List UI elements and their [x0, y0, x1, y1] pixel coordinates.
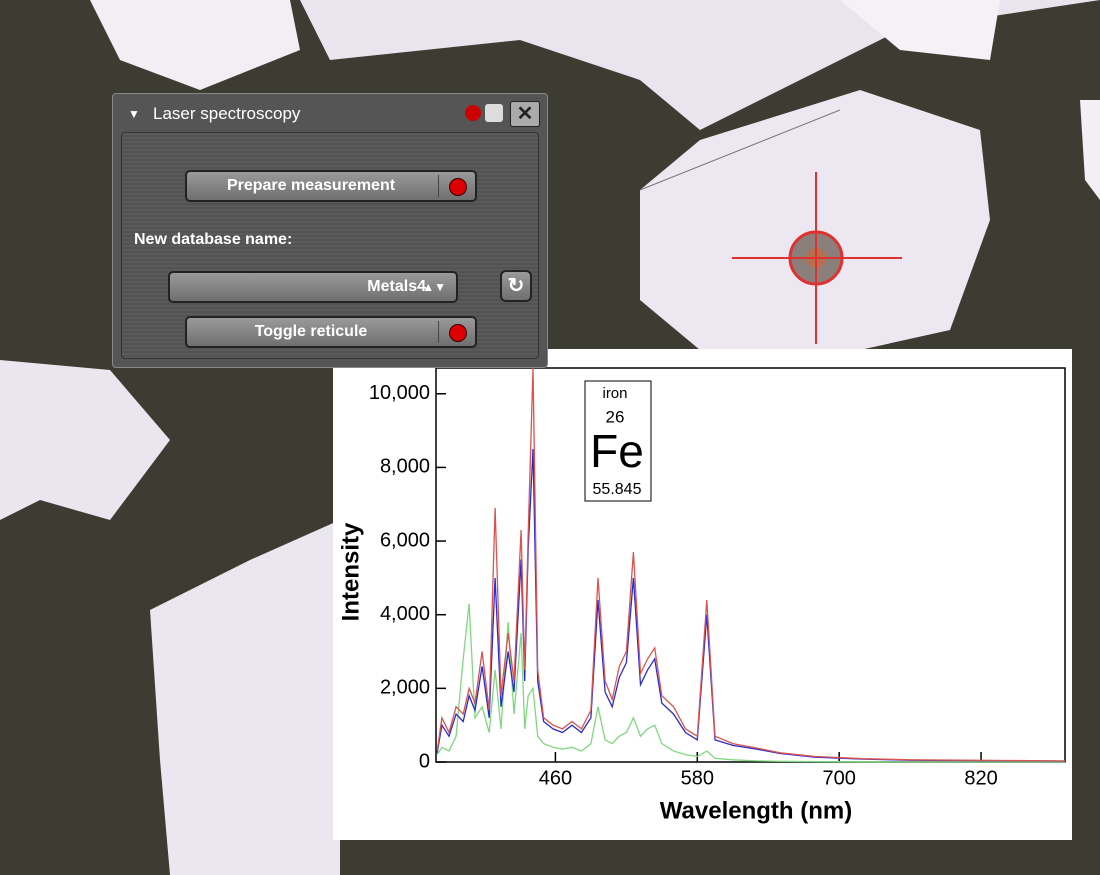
element-name: iron: [602, 385, 627, 402]
toggle-button[interactable]: Toggle reticule: [185, 316, 477, 348]
y-axis-label: Intensity: [337, 522, 364, 621]
sample-light: [1080, 100, 1100, 200]
spectrum-chart: Wavelength (nm) Intensity 0 2,000 4,000 6,0…: [333, 349, 1072, 840]
info-icon[interactable]: [465, 105, 481, 121]
y-tick-label: 2,000: [380, 677, 430, 699]
database-label: New database name:: [134, 231, 293, 248]
prepare-button[interactable]: Prepare measurement: [185, 170, 477, 202]
close-button[interactable]: ✕: [510, 101, 540, 127]
spectrum-line: [436, 448, 1066, 762]
database-dropdown[interactable]: Metals4 ▲▼: [168, 271, 458, 303]
sample-light: [0, 360, 170, 520]
panel-header: ▼ Laser spectroscopy ✕: [113, 94, 547, 132]
y-tick-label: 8,000: [380, 456, 430, 478]
button-label: Toggle reticule: [254, 323, 368, 340]
spectrum-line: [436, 603, 1065, 763]
button-label: Prepare measurement: [226, 177, 396, 194]
status-dot: [449, 324, 467, 342]
x-tick-label: 460: [539, 767, 572, 789]
x-tick-label: 820: [964, 767, 997, 789]
y-tick-label: 10,000: [369, 382, 430, 404]
scratch: [639, 109, 841, 191]
sample-light: [90, 0, 300, 90]
atomic-number: 26: [606, 407, 625, 426]
panel-title: Laser spectroscopy: [153, 104, 301, 123]
x-tick-label: 580: [681, 767, 714, 789]
detach-icon[interactable]: [485, 104, 503, 122]
sample-light: [840, 0, 1000, 60]
x-axis-label: Wavelength (nm): [660, 797, 852, 824]
collapse-toggle[interactable]: ▼: [128, 107, 140, 121]
element-symbol: Fe: [590, 425, 644, 477]
laser-panel: ▼ Laser spectroscopy ✕ Prepare measureme…: [112, 93, 548, 368]
dropdown-value: Metals4: [367, 278, 426, 295]
y-tick-label: 0: [419, 750, 430, 772]
element-frame: [584, 380, 652, 502]
status-dot: [449, 178, 467, 196]
element-card: iron 26 Fe 55.845: [584, 380, 652, 502]
y-tick-label: 4,000: [380, 603, 430, 625]
y-tick-label: 6,000: [380, 529, 430, 551]
plot-frame: [435, 367, 1066, 763]
spectrum-line: [436, 367, 1066, 762]
chart-background: [333, 349, 1072, 840]
refresh-button[interactable]: ↻: [500, 270, 532, 302]
x-tick-label: 700: [822, 767, 855, 789]
sample-light: [150, 520, 340, 875]
panel-body: Prepare measurement New database name: M…: [121, 132, 539, 359]
atomic-mass: 55.845: [593, 481, 642, 498]
